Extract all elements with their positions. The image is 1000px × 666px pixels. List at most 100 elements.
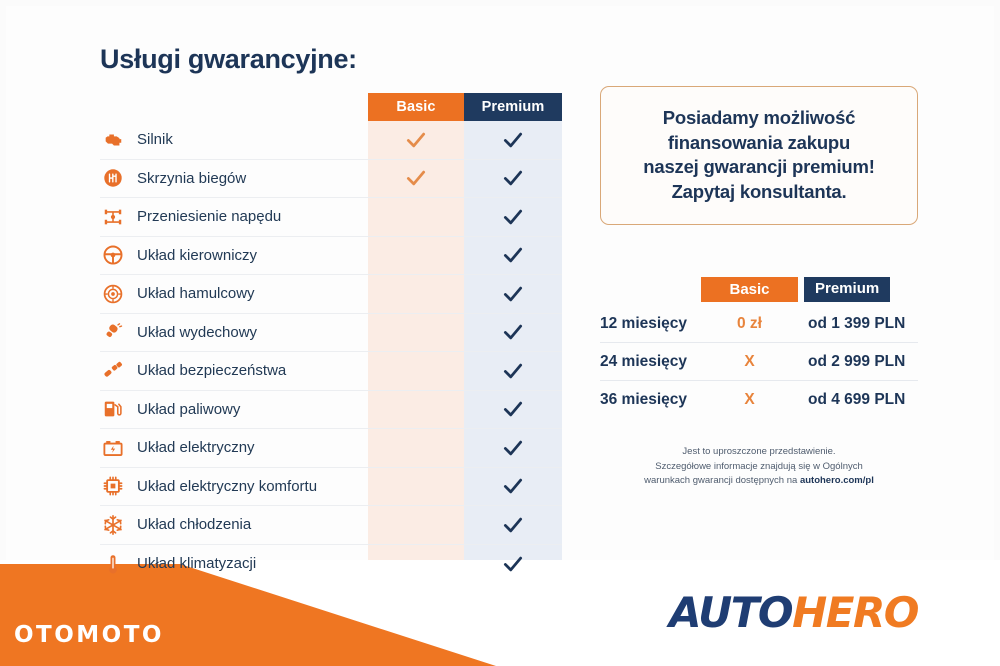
warranty-services-panel: Usługi gwarancyjne: Basic Premium Silnik…	[100, 44, 562, 583]
steering-wheel-icon	[102, 244, 124, 266]
premium-availability-cell	[464, 506, 562, 544]
service-label-cell: Układ paliwowy	[100, 398, 368, 420]
basic-availability-cell	[368, 429, 464, 467]
service-label-cell: Układ wydechowy	[100, 321, 368, 343]
drivetrain-axle-icon	[102, 206, 124, 228]
table-row: Silnik	[100, 121, 562, 160]
table-row: Układ wydechowy	[100, 314, 562, 352]
table-row: Skrzynia biegów	[100, 160, 562, 198]
pricing-header-premium: Premium	[804, 277, 891, 303]
service-name: Układ elektryczny komfortu	[137, 477, 318, 495]
premium-availability-cell	[464, 468, 562, 506]
thermometer-icon	[102, 553, 124, 575]
services-header-basic: Basic	[368, 93, 464, 121]
fineprint-disclaimer: Jest to uproszczone przedstawienie. Szcz…	[600, 445, 918, 488]
services-table: Basic Premium Silnik Skrzynia biegów Przen…	[100, 93, 562, 583]
promo-line-3: naszej gwarancji premium!	[643, 156, 875, 178]
otomoto-logo: OTOMOTO	[14, 622, 164, 648]
promo-line-1: Posiadamy możliwość	[662, 107, 856, 128]
service-name: Układ wydechowy	[137, 323, 258, 341]
table-row: Układ kierowniczy	[100, 237, 562, 275]
table-row: Układ elektryczny	[100, 429, 562, 468]
service-label-cell: Układ elektryczny	[100, 437, 368, 459]
basic-availability-cell	[368, 237, 464, 275]
premium-availability-cell	[464, 545, 562, 584]
offer-panel: Posiadamy możliwość finansowania zakupu …	[600, 86, 918, 488]
microchip-icon	[102, 475, 124, 497]
pricing-header-basic: Basic	[701, 277, 798, 303]
premium-availability-cell	[464, 352, 562, 390]
autohero-website-link[interactable]: autohero.com/pl	[799, 474, 874, 486]
gearbox-icon	[102, 167, 124, 189]
pricing-row: 12 miesięcy 0 zł od 1 399 PLN	[600, 305, 918, 344]
basic-availability-cell	[368, 198, 464, 236]
service-label-cell: Układ bezpieczeństwa	[100, 360, 368, 382]
fineprint-line-1: Jest to uproszczone przedstawienie.	[682, 446, 836, 458]
service-name: Układ elektryczny	[137, 439, 255, 457]
basic-availability-cell	[368, 275, 464, 313]
service-name: Układ klimatyzacji	[137, 555, 257, 573]
service-name: Układ bezpieczeństwa	[137, 362, 287, 380]
services-rows-container: Silnik Skrzynia biegów Przeniesienie napęd…	[100, 121, 562, 583]
table-row: Układ paliwowy	[100, 391, 562, 429]
brake-disc-icon	[102, 283, 124, 305]
premium-availability-cell	[464, 314, 562, 352]
service-name: Układ hamulcowy	[137, 285, 255, 303]
premium-availability-cell	[464, 275, 562, 313]
pricing-basic-value: X	[744, 391, 755, 409]
basic-availability-cell	[368, 160, 464, 198]
snowflake-icon	[102, 514, 124, 536]
pricing-term: 36 miesięcy	[600, 391, 688, 409]
fineprint-line-3: warunkach gwarancji dostępnych na autohe…	[600, 474, 918, 488]
basic-availability-cell	[368, 506, 464, 544]
basic-column-background	[368, 93, 464, 583]
services-header-spacer	[100, 93, 368, 121]
basic-availability-cell	[368, 468, 464, 506]
service-label-cell: Silnik	[100, 129, 368, 151]
pricing-term: 24 miesięcy	[600, 352, 688, 370]
services-header-premium: Premium	[464, 93, 562, 121]
autohero-logo: AUTOHERO	[669, 588, 919, 637]
premium-availability-cell	[464, 391, 562, 429]
pricing-premium-value: od 2 999 PLN	[808, 352, 906, 370]
pricing-header-premium-wrap: Premium	[798, 277, 918, 303]
pricing-premium-value: od 4 699 PLN	[808, 391, 906, 409]
table-row: Układ chłodzenia	[100, 506, 562, 545]
exhaust-pipe-icon	[102, 321, 124, 343]
basic-availability-cell	[368, 352, 464, 390]
pricing-header-spacer	[600, 277, 701, 302]
seatbelt-icon	[102, 360, 124, 382]
service-label-cell: Układ kierowniczy	[100, 244, 368, 266]
engine-icon	[102, 129, 124, 151]
pricing-basic-value: 0 zł	[737, 314, 762, 332]
pricing-term: 12 miesięcy	[600, 314, 688, 332]
service-label-cell: Układ hamulcowy	[100, 283, 368, 305]
services-table-header-row: Basic Premium	[100, 93, 562, 121]
financing-promo-box: Posiadamy możliwość finansowania zakupu …	[600, 86, 918, 226]
pricing-basic-value: X	[744, 352, 755, 370]
basic-availability-cell	[368, 121, 464, 159]
premium-availability-cell	[464, 160, 562, 198]
service-name: Silnik	[137, 131, 173, 149]
table-row: Przeniesienie napędu	[100, 198, 562, 237]
service-label-cell: Układ chłodzenia	[100, 514, 368, 536]
table-row: Układ klimatyzacji	[100, 545, 562, 584]
service-name: Układ kierowniczy	[137, 246, 258, 264]
service-name: Układ chłodzenia	[137, 516, 252, 534]
table-row: Układ hamulcowy	[100, 275, 562, 314]
footer-bar: OTOMOTO AUTOHERO	[0, 560, 1000, 666]
premium-column-background	[464, 93, 562, 583]
service-name: Skrzynia biegów	[137, 169, 247, 187]
fuel-pump-icon	[102, 398, 124, 420]
promo-line-2: finansowania zakupu	[667, 131, 851, 153]
basic-availability-cell	[368, 314, 464, 352]
table-row: Układ elektryczny komfortu	[100, 468, 562, 506]
basic-availability-cell	[368, 391, 464, 429]
service-label-cell: Przeniesienie napędu	[100, 206, 368, 228]
page-title: Usługi gwarancyjne:	[100, 44, 357, 74]
premium-availability-cell	[464, 237, 562, 275]
service-label-cell: Skrzynia biegów	[100, 167, 368, 189]
